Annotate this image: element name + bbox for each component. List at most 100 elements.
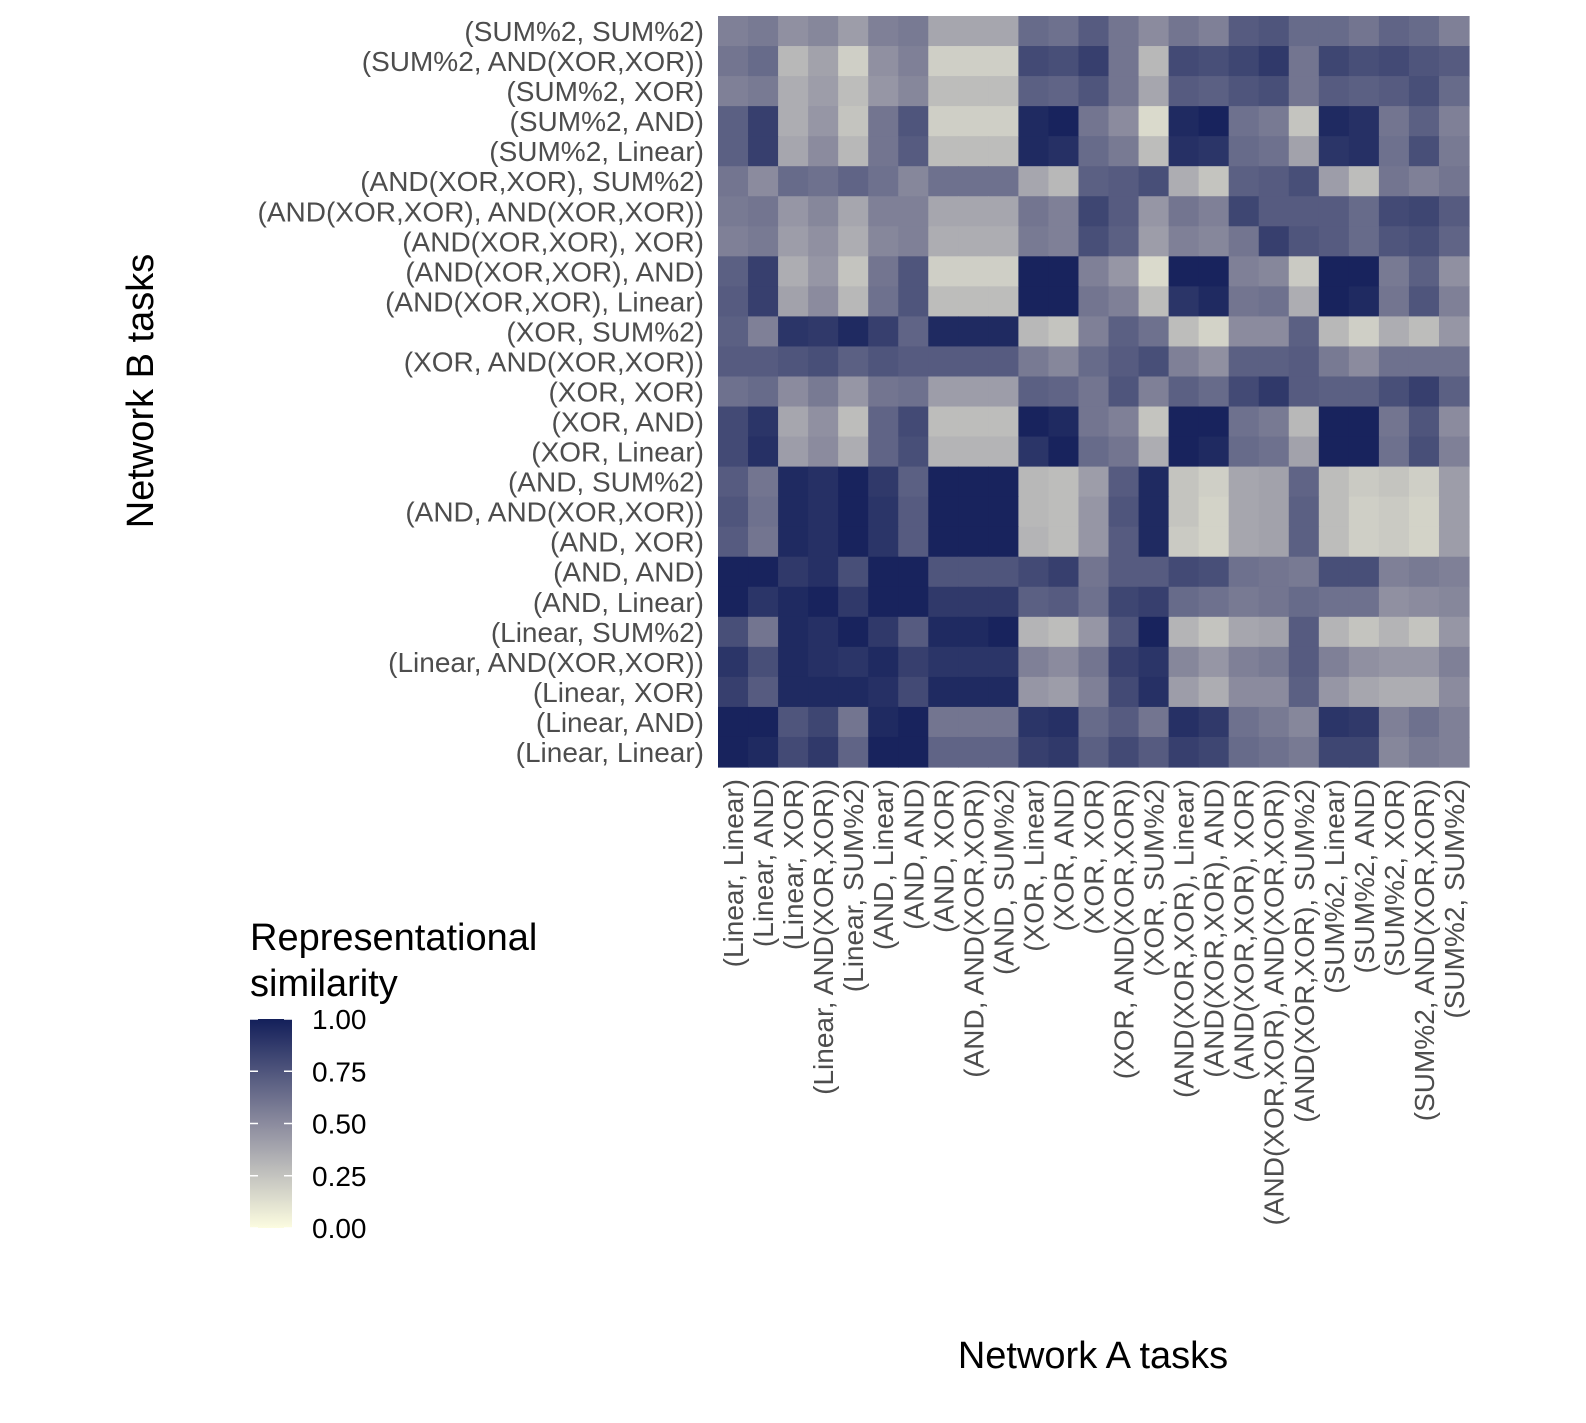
heatmap-cell [1018,586,1050,618]
heatmap-cell [1348,526,1380,558]
heatmap-cell [1408,616,1440,648]
heatmap-cell [1228,16,1260,47]
heatmap-cell [1138,16,1170,47]
heatmap-cell [1048,76,1080,107]
heatmap-cell [1198,106,1230,137]
heatmap-cell [1378,256,1410,287]
heatmap-cell [898,436,929,468]
heatmap-cell [838,526,869,558]
heatmap-cell [1408,256,1440,287]
heatmap-cell [868,46,899,77]
color-legend: Representational similarity 1.00 0.75 0.50… [250,917,537,1244]
heatmap-cell [1138,526,1170,558]
heatmap-cell [1228,556,1260,588]
heatmap-cell [1048,226,1080,257]
heatmap-cell [868,526,899,558]
heatmap-cell [868,646,899,678]
heatmap-cell [1318,46,1350,77]
heatmap-cell [1438,526,1470,558]
heatmap-cell [838,316,869,348]
heatmap-cell [1438,586,1470,618]
heatmap-cell [1228,76,1260,107]
heatmap-cell [838,676,869,708]
heatmap-cell [1378,736,1410,768]
heatmap-cell [1168,106,1200,137]
heatmap-cell [718,436,749,468]
heatmap-cell [808,736,839,768]
heatmap-cell [1258,76,1290,107]
heatmap-cell [1138,256,1170,287]
heatmap-cell [1198,16,1230,47]
heatmap-cell [1378,106,1410,137]
heatmap-cell [718,556,749,588]
heatmap-cell [1048,286,1080,317]
heatmap-cell [928,346,959,378]
heatmap-cell [988,286,1019,317]
x-tick-label: (XOR, XOR) [1079,779,1110,935]
heatmap-cell [1228,436,1260,468]
heatmap-cell [928,436,959,468]
heatmap-cell [1018,376,1050,408]
heatmap-cell [868,406,899,438]
x-tick-label: (AND, SUM%2) [988,779,1019,975]
heatmap-cell [1348,346,1380,378]
heatmap-cell [1138,706,1170,738]
heatmap-cell [1018,346,1050,378]
heatmap-cell [898,316,929,348]
heatmap-cell [898,676,929,708]
heatmap-cell [1078,376,1110,408]
heatmap-cell [1108,406,1140,438]
heatmap-cell [778,706,809,738]
heatmap-cell [1258,646,1290,678]
heatmap-cell [898,406,929,438]
heatmap-cell [988,586,1019,618]
heatmap-cell [1318,106,1350,137]
heatmap-cell [898,466,929,498]
heatmap-cell [1348,16,1380,47]
heatmap-cell [1348,76,1380,107]
heatmap-cell [1138,406,1170,438]
heatmap-cell [808,436,839,468]
heatmap-cell [1108,436,1140,468]
heatmap-cell [1198,616,1230,648]
x-tick-label: (SUM%2, SUM%2) [1439,779,1470,1019]
heatmap-cell [1048,496,1080,528]
heatmap-cell [1198,226,1230,257]
heatmap-cell [1198,376,1230,408]
heatmap-cell [1408,46,1440,77]
heatmap-cell [1168,346,1200,378]
heatmap-cell [808,76,839,107]
heatmap-cell [1018,106,1050,137]
heatmap-cell [1198,736,1230,768]
heatmap-cell [838,136,869,167]
heatmap-cell [988,676,1019,708]
heatmap-cell [1378,616,1410,648]
heatmap-cell [1288,496,1320,528]
heatmap-cell [1318,646,1350,678]
heatmap-cell [808,676,839,708]
heatmap-cell [898,196,929,227]
heatmap-cell [928,166,959,197]
heatmap-cell [1198,406,1230,438]
heatmap-cell [1408,136,1440,167]
heatmap-cell [1138,226,1170,257]
heatmap-cell [808,406,839,438]
heatmap-cell [1378,196,1410,227]
heatmap-cell [1258,376,1290,408]
heatmap-cell [1348,616,1380,648]
heatmap-cell [1438,346,1470,378]
heatmap-cell [958,226,989,257]
heatmap-cell [1288,166,1320,197]
heatmap-cell [1348,556,1380,588]
y-tick-label: (XOR, AND) [552,407,704,438]
heatmap-cell [1318,166,1350,197]
heatmap-cell [898,226,929,257]
heatmap-cell [1078,166,1110,197]
heatmap-cell [1168,196,1200,227]
heatmap-cell [718,376,749,408]
heatmap-cell [748,496,779,528]
heatmap-cell [1408,196,1440,227]
heatmap-cell [1108,526,1140,558]
heatmap-cell [1138,616,1170,648]
heatmap-cell [958,676,989,708]
